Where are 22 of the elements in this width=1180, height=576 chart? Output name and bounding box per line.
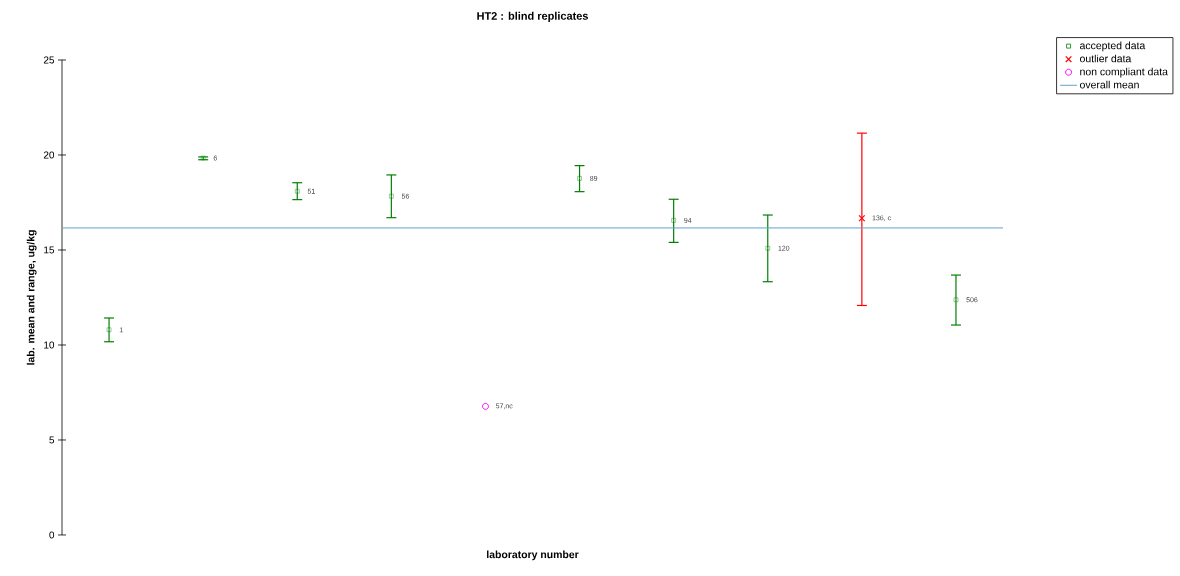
point xyxy=(295,189,300,194)
legend-label: overall mean xyxy=(1080,80,1139,89)
point xyxy=(577,176,582,181)
x-axis-title: laboratory number xyxy=(487,550,579,561)
point xyxy=(481,402,489,410)
point xyxy=(106,327,112,332)
legend-label: accepted data xyxy=(1080,41,1146,52)
y-tick-label: 0 xyxy=(49,531,55,539)
point xyxy=(389,194,394,199)
point xyxy=(858,214,866,222)
y-tick-label: 10 xyxy=(44,341,55,349)
point xyxy=(671,218,676,223)
y-tick-label: 5 xyxy=(49,436,55,444)
y-axis-title: lab. mean and range, ug/kg xyxy=(26,230,37,365)
chart-title: HT2 : blind replicates xyxy=(477,11,588,22)
point xyxy=(953,297,959,302)
y-tick-label: 25 xyxy=(43,56,55,64)
legend-label: non compliant data xyxy=(1080,67,1168,78)
y-tick-label: 20 xyxy=(43,151,55,159)
legend-label: outlier data xyxy=(1080,54,1132,63)
point xyxy=(765,246,770,251)
y-tick-label: 15 xyxy=(44,246,55,254)
